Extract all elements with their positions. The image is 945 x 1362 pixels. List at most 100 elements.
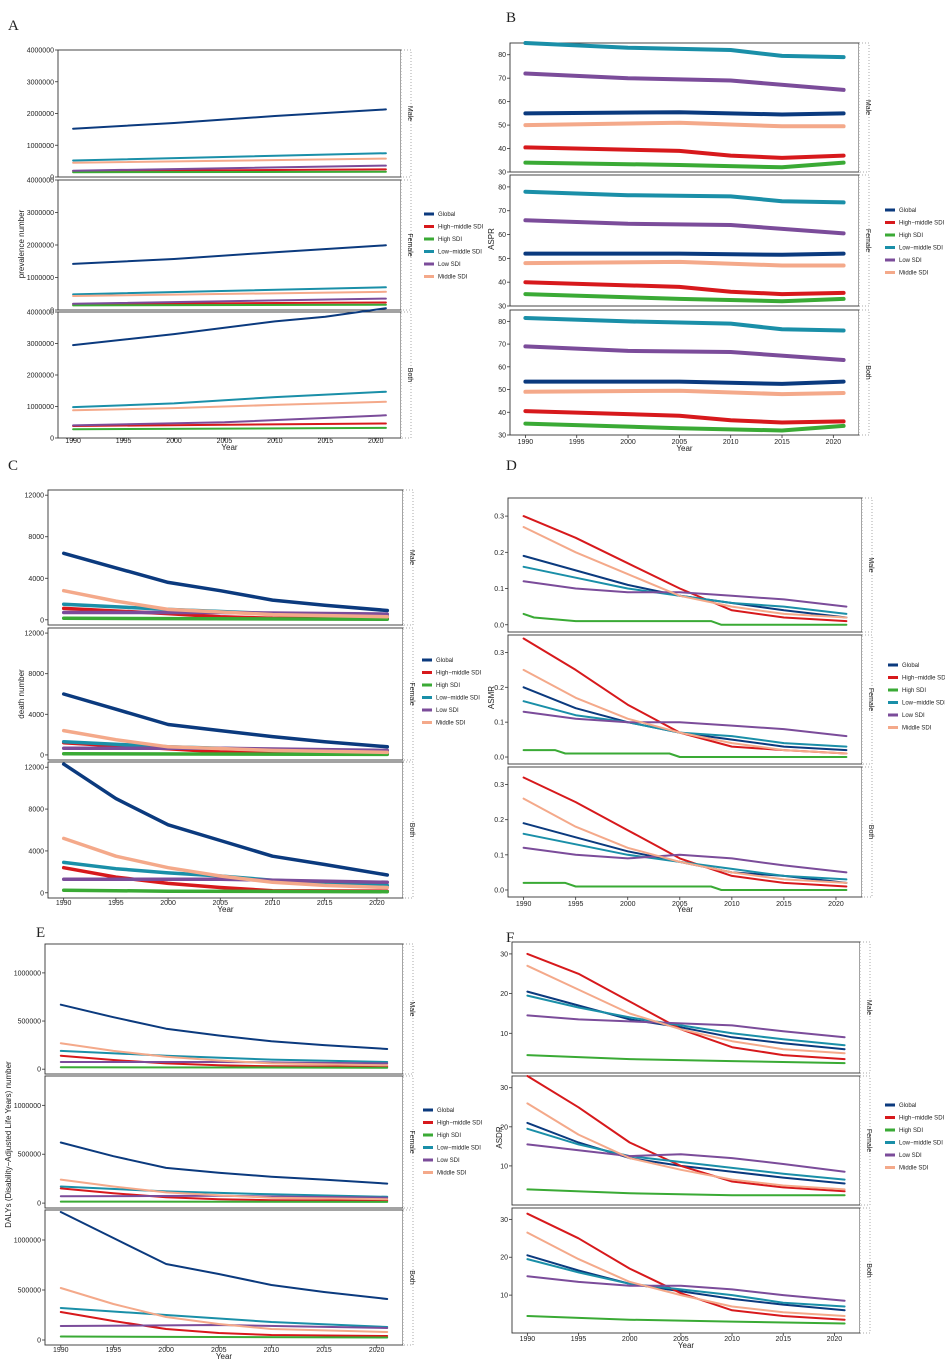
- series-line-high-sdi: [526, 1315, 846, 1325]
- series-line-low-middle-sdi: [59, 1049, 389, 1063]
- x-tick-label: 2020: [368, 438, 384, 445]
- y-tick-label: 0: [37, 1338, 41, 1345]
- y-tick-label: 3000000: [27, 341, 54, 348]
- series-line-low-sdi: [72, 164, 387, 172]
- facet-strip-label: Male: [867, 557, 874, 572]
- x-tick-label: 1990: [518, 439, 534, 446]
- y-tick-label: 0.1: [494, 586, 504, 593]
- x-axis-title: Year: [217, 905, 234, 914]
- series-line-low-sdi: [526, 1143, 846, 1173]
- y-tick-label: 60: [498, 364, 506, 371]
- facet-strip: [400, 49, 412, 178]
- facet-female: Female 10 20 30: [500, 1075, 872, 1206]
- panel-label: B: [506, 10, 516, 26]
- panel-label: F: [506, 930, 514, 946]
- series-line-global: [523, 379, 846, 386]
- series-line-low-middle-sdi: [72, 286, 387, 296]
- y-tick-label: 4000000: [27, 48, 54, 55]
- series-line-middle-sdi: [522, 668, 848, 755]
- series-line-low-middle-sdi: [526, 1258, 846, 1308]
- series-line-high-middle-sdi: [522, 515, 848, 623]
- x-tick-label: 2005: [211, 1347, 227, 1354]
- y-tick-label: 80: [498, 319, 506, 326]
- legend-label: High SDI: [437, 1133, 461, 1139]
- x-tick-label: 1995: [108, 900, 124, 907]
- y-axis-title: death number: [17, 669, 26, 719]
- series-line-low-sdi: [522, 710, 848, 738]
- y-tick-label: 20: [500, 1124, 508, 1131]
- facet-strip: [402, 761, 414, 899]
- facet-frame: [57, 311, 402, 439]
- y-tick-label: 8000: [28, 671, 44, 678]
- panel-label: C: [8, 458, 18, 474]
- series-line-low-sdi: [72, 297, 387, 305]
- x-tick-label: 2000: [166, 438, 182, 445]
- x-axis-title: Year: [676, 444, 693, 453]
- y-tick-label: 4000000: [27, 310, 54, 317]
- y-tick-label: 12000: [25, 493, 45, 500]
- x-axis-title: Year: [216, 1352, 233, 1361]
- y-tick-label: 70: [498, 208, 506, 215]
- legend-label: High SDI: [436, 683, 460, 689]
- legend-label: Global: [438, 212, 455, 218]
- legend-label: Low−middle SDI: [436, 696, 480, 702]
- legend-label: Middle SDI: [902, 726, 932, 732]
- facet-frame: [507, 634, 863, 765]
- y-tick-label: 2000000: [27, 373, 54, 380]
- facet-female: Female 0 1000000 2000000 3000000 4000000: [27, 178, 413, 315]
- y-tick-label: 20: [500, 1255, 508, 1262]
- series-line-low-middle-sdi: [523, 316, 846, 333]
- facet-male: Male 0 1000000 2000000 3000000 4000000: [27, 48, 413, 182]
- series-line-high-sdi: [522, 612, 848, 626]
- x-tick-label: 1995: [569, 439, 585, 446]
- y-tick-label: 500000: [18, 1288, 41, 1295]
- facet-frame: [47, 627, 404, 761]
- y-tick-label: 0: [37, 1201, 41, 1208]
- panel-d: D Male 0.0 0.1 0.2 0.3 Female 0.0 0.1 0.2 0.3 Both 0…: [487, 458, 945, 914]
- y-tick-label: 0: [40, 752, 44, 759]
- legend-label: Low−middle SDI: [438, 250, 482, 256]
- facet-strip-label: Both: [406, 368, 413, 383]
- facet-strip-label: Male: [408, 1001, 415, 1016]
- legend-label: Low SDI: [437, 1158, 460, 1164]
- series-line-high-middle-sdi: [72, 422, 387, 427]
- y-tick-label: 1000000: [27, 143, 54, 150]
- series-line-low-middle-sdi: [526, 1127, 846, 1181]
- facet-male: Male 0.0 0.1 0.2 0.3: [494, 497, 874, 633]
- x-tick-label: 2005: [673, 1336, 689, 1343]
- facet-strip-label: Both: [408, 1270, 415, 1285]
- legend-label: High SDI: [902, 688, 926, 694]
- y-tick-label: 2000000: [27, 243, 54, 250]
- series-line-high-sdi: [61, 751, 390, 757]
- series-line-high-middle-sdi: [522, 776, 848, 888]
- facet-strip: [400, 311, 412, 439]
- legend: Global High−middle SDI High SDI Low−middle …: [422, 658, 482, 727]
- y-tick-label: 30: [498, 433, 506, 440]
- y-tick-label: 4000: [28, 576, 44, 583]
- x-tick-label: 2000: [622, 1336, 638, 1343]
- x-axis-title: Year: [678, 1341, 695, 1350]
- y-axis-title: ASMR: [487, 686, 496, 709]
- x-tick-label: 2015: [316, 1347, 332, 1354]
- legend: Global High−middle SDI High SDI Low−middle …: [885, 1103, 945, 1172]
- series-line-global: [59, 1003, 389, 1050]
- facet-strip-label: Female: [867, 688, 874, 711]
- series-line-global: [72, 108, 387, 130]
- y-tick-label: 10: [500, 1163, 508, 1170]
- series-line-middle-sdi: [526, 1102, 846, 1191]
- legend: Global High−middle SDI High SDI Low−middle …: [885, 208, 945, 277]
- series-line-high-sdi: [523, 160, 846, 170]
- facet-strip: [402, 489, 414, 626]
- y-tick-label: 10: [500, 1031, 508, 1038]
- facet-strip: [858, 42, 870, 173]
- series-line-middle-sdi: [523, 120, 846, 129]
- series-line-middle-sdi: [523, 259, 846, 268]
- x-tick-label: 1990: [56, 900, 72, 907]
- x-tick-label: 2000: [620, 439, 636, 446]
- y-tick-label: 40: [498, 146, 506, 153]
- facet-strip: [858, 309, 870, 436]
- y-tick-label: 3000000: [27, 210, 54, 217]
- x-tick-label: 2005: [212, 900, 228, 907]
- series-line-low-sdi: [523, 71, 846, 92]
- series-line-high-sdi: [61, 616, 390, 622]
